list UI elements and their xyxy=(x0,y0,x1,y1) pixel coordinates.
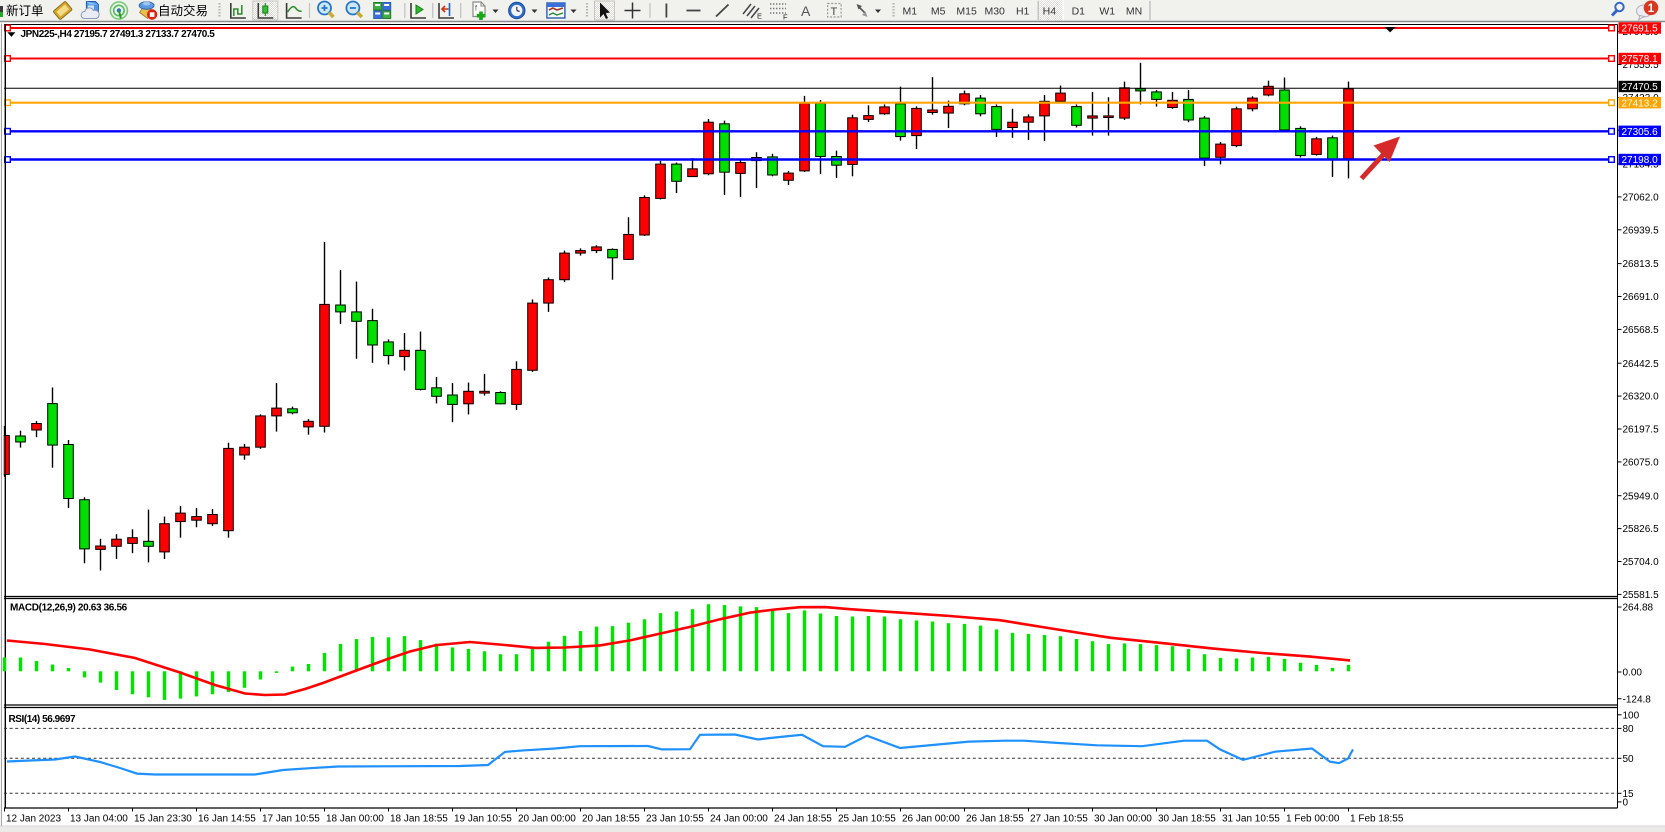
svg-text:F: F xyxy=(783,13,788,22)
svg-text:A: A xyxy=(801,3,811,19)
svg-text:27578.1: 27578.1 xyxy=(1622,54,1659,65)
svg-text:MN: MN xyxy=(1126,6,1142,18)
svg-text:23 Jan 10:55: 23 Jan 10:55 xyxy=(646,814,704,825)
svg-text:W1: W1 xyxy=(1099,6,1115,18)
svg-text:H1: H1 xyxy=(1016,6,1030,18)
svg-text:1 Feb 00:00: 1 Feb 00:00 xyxy=(1286,814,1340,825)
svg-text:MACD(12,26,9) 20.63 36.56: MACD(12,26,9) 20.63 36.56 xyxy=(10,603,128,614)
svg-text:H4: H4 xyxy=(1043,6,1057,18)
svg-text:25581.5: 25581.5 xyxy=(1623,590,1660,601)
svg-text:26320.0: 26320.0 xyxy=(1623,392,1660,403)
svg-text:27413.2: 27413.2 xyxy=(1622,98,1659,109)
svg-text:15: 15 xyxy=(1623,789,1635,800)
svg-text:1 Feb 18:55: 1 Feb 18:55 xyxy=(1350,814,1404,825)
svg-text:M1: M1 xyxy=(903,6,918,18)
svg-text:24 Jan 18:55: 24 Jan 18:55 xyxy=(774,814,832,825)
svg-text:0: 0 xyxy=(1623,798,1629,809)
svg-text:26939.5: 26939.5 xyxy=(1623,225,1660,236)
svg-text:27470.5: 27470.5 xyxy=(1622,82,1659,93)
svg-text:30 Jan 18:55: 30 Jan 18:55 xyxy=(1158,814,1216,825)
svg-text:18 Jan 00:00: 18 Jan 00:00 xyxy=(326,814,384,825)
svg-text:-124.8: -124.8 xyxy=(1623,694,1652,705)
svg-text:M30: M30 xyxy=(984,6,1005,18)
svg-text:12 Jan 2023: 12 Jan 2023 xyxy=(6,814,61,825)
svg-text:26442.5: 26442.5 xyxy=(1623,359,1660,370)
svg-text:26075.0: 26075.0 xyxy=(1623,458,1660,469)
svg-text:1: 1 xyxy=(1648,3,1655,15)
svg-text:27 Jan 10:55: 27 Jan 10:55 xyxy=(1030,814,1088,825)
svg-text:25949.0: 25949.0 xyxy=(1623,491,1660,502)
svg-text:18 Jan 18:55: 18 Jan 18:55 xyxy=(390,814,448,825)
svg-text:27691.5: 27691.5 xyxy=(1622,24,1659,35)
svg-text:26197.5: 26197.5 xyxy=(1623,425,1660,436)
svg-text:80: 80 xyxy=(1623,724,1635,735)
svg-text:27305.6: 27305.6 xyxy=(1622,127,1659,138)
svg-text:26691.0: 26691.0 xyxy=(1623,292,1660,303)
svg-text:M5: M5 xyxy=(931,6,946,18)
svg-text:264.88: 264.88 xyxy=(1623,603,1654,614)
svg-text:16 Jan 14:55: 16 Jan 14:55 xyxy=(198,814,256,825)
svg-text:25 Jan 10:55: 25 Jan 10:55 xyxy=(838,814,896,825)
svg-text:27062.0: 27062.0 xyxy=(1623,193,1660,204)
svg-text:RSI(14) 56.9697: RSI(14) 56.9697 xyxy=(9,714,77,725)
svg-text:100: 100 xyxy=(1623,710,1640,721)
svg-text:f: f xyxy=(475,6,477,13)
svg-text:26568.5: 26568.5 xyxy=(1623,325,1660,336)
svg-text:13 Jan 04:00: 13 Jan 04:00 xyxy=(70,814,128,825)
svg-text:26 Jan 00:00: 26 Jan 00:00 xyxy=(902,814,960,825)
svg-text:26 Jan 18:55: 26 Jan 18:55 xyxy=(966,814,1024,825)
svg-text:31 Jan 10:55: 31 Jan 10:55 xyxy=(1222,814,1280,825)
svg-text:27198.0: 27198.0 xyxy=(1622,155,1659,166)
svg-text:自动交易: 自动交易 xyxy=(158,3,208,18)
svg-text:15 Jan 23:30: 15 Jan 23:30 xyxy=(134,814,192,825)
svg-text:17 Jan 10:55: 17 Jan 10:55 xyxy=(262,814,320,825)
svg-text:20 Jan 00:00: 20 Jan 00:00 xyxy=(518,814,576,825)
svg-text:24 Jan 00:00: 24 Jan 00:00 xyxy=(710,814,768,825)
svg-text:JPN225-,H4 27195.7 27491.3 27: JPN225-,H4 27195.7 27491.3 27133.7 27470… xyxy=(21,29,216,40)
svg-text:30 Jan 00:00: 30 Jan 00:00 xyxy=(1094,814,1152,825)
svg-text:50: 50 xyxy=(1623,754,1635,765)
svg-text:0.00: 0.00 xyxy=(1623,668,1643,679)
svg-text:M15: M15 xyxy=(956,6,977,18)
svg-text:25826.5: 25826.5 xyxy=(1623,524,1660,535)
svg-text:D1: D1 xyxy=(1072,6,1086,18)
svg-text:27555.5: 27555.5 xyxy=(1623,60,1660,71)
svg-text:新订单: 新订单 xyxy=(6,3,44,18)
svg-text:19 Jan 10:55: 19 Jan 10:55 xyxy=(454,814,512,825)
svg-text:E: E xyxy=(757,12,762,21)
svg-text:20 Jan 18:55: 20 Jan 18:55 xyxy=(582,814,640,825)
svg-text:26813.5: 26813.5 xyxy=(1623,259,1660,270)
svg-text:T: T xyxy=(831,6,838,18)
svg-text:25704.0: 25704.0 xyxy=(1623,557,1660,568)
